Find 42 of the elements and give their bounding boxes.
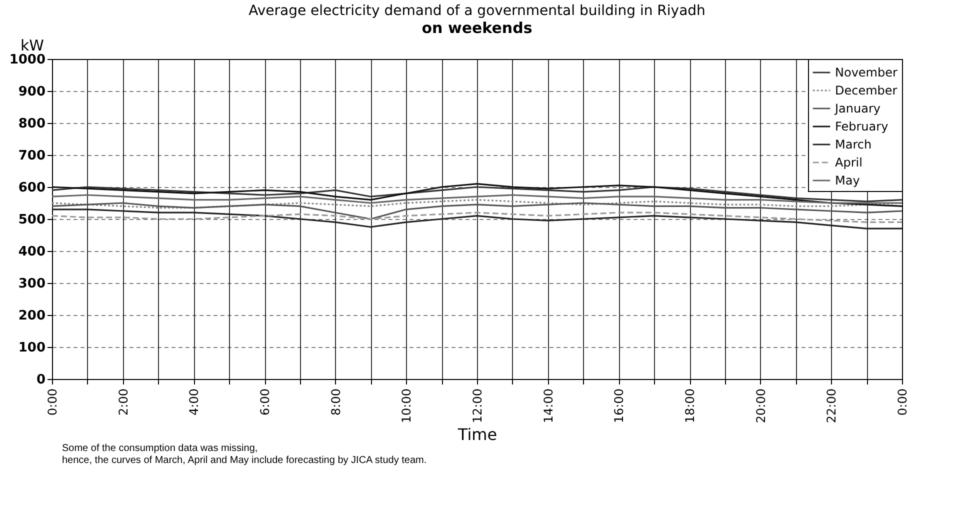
x-axis-title: Time [456, 425, 498, 444]
line-series [51, 208, 903, 230]
x-tick-label: 2:00 [116, 388, 130, 416]
legend-label: February [835, 120, 888, 134]
chart-subtitle: on weekends [422, 19, 532, 37]
y-tick-label: 1000 [9, 52, 46, 68]
x-tick-label: 6:00 [258, 388, 272, 416]
y-tick-label: 500 [18, 212, 46, 228]
y-tick-label: 600 [18, 180, 46, 196]
text: Some of the consumption data was missing, [62, 443, 259, 455]
x-tick-label: 20:00 [754, 388, 768, 424]
y-tick-label: 0 [36, 372, 46, 388]
y-tick-label: 200 [18, 308, 46, 324]
x-tick-label: 18:00 [683, 388, 697, 424]
y-tick-label: 700 [18, 148, 46, 164]
x-tick-label: 14:00 [541, 388, 556, 424]
line-series [51, 186, 903, 202]
y-axis-title: kW [20, 36, 44, 54]
y-tick-label: 100 [18, 340, 46, 356]
y-tick-label: 300 [18, 276, 46, 292]
legend-label: May [835, 174, 860, 188]
x-tick-label: 0:00 [896, 388, 910, 416]
y-tick-label: 400 [18, 244, 46, 260]
legend-label: December [835, 84, 898, 98]
x-tick-label: 0:00 [46, 388, 60, 416]
legend-label: April [835, 156, 862, 170]
x-tick-label: 10:00 [400, 388, 414, 424]
text: hence, the curves of March, April and May include forecasting by JICA study team. [62, 455, 428, 467]
y-tick-label: 900 [18, 84, 46, 100]
y-tick-label: 800 [18, 116, 46, 132]
x-tick-label: 4:00 [187, 388, 202, 416]
x-tick-label: 8:00 [328, 388, 343, 416]
x-tick-label: 12:00 [470, 388, 484, 424]
line-series [51, 194, 903, 204]
legend-label: March [835, 138, 872, 152]
line-series [51, 202, 903, 220]
line-series [51, 212, 903, 223]
x-tick-label: 16:00 [612, 388, 626, 424]
legend-label: November [835, 66, 898, 80]
legend-label: January [834, 102, 880, 116]
chart-title: Average electricity demand of a governmental building in Riyadh [248, 3, 706, 19]
x-tick-label: 22:00 [824, 388, 839, 424]
